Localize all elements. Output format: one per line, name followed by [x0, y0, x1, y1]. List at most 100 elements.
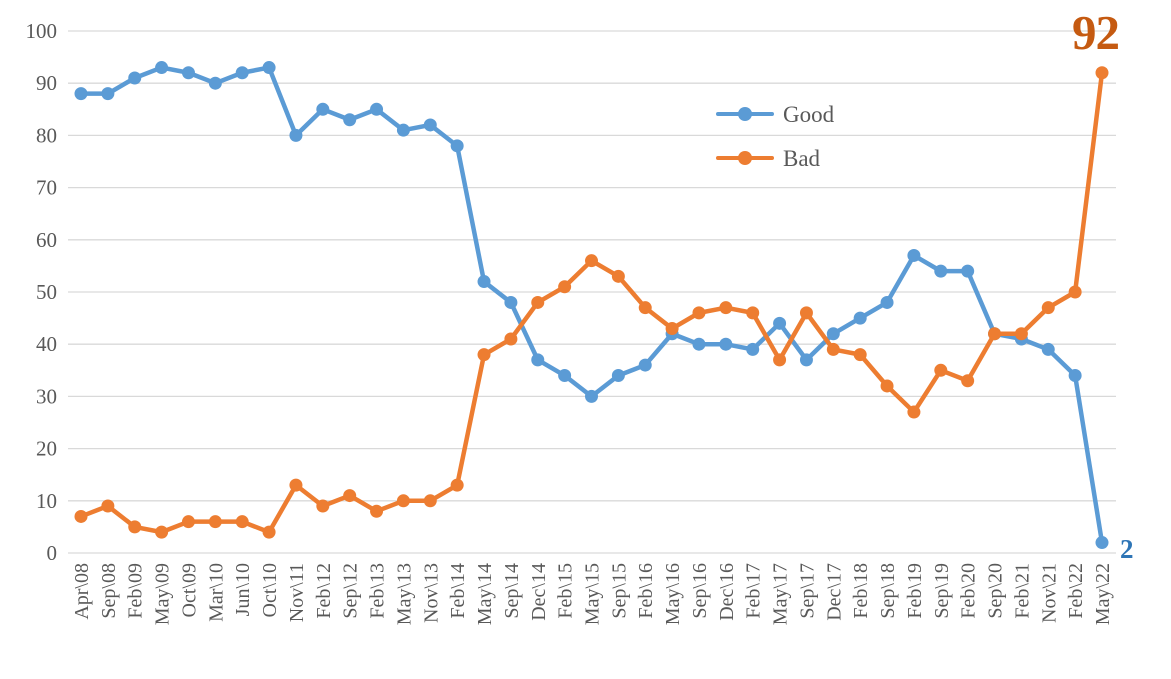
legend-label-good: Good: [783, 101, 835, 127]
bad-data-point-marker: [773, 353, 787, 367]
good-data-point-marker: [934, 264, 948, 278]
good-data-point-marker: [826, 327, 840, 341]
x-axis-tick-label: Mar\10: [205, 563, 227, 622]
good-data-point-marker: [746, 342, 760, 356]
legend: Good Bad: [716, 94, 834, 178]
bad-data-point-marker: [988, 327, 1002, 341]
x-axis-tick-label: Jun\10: [232, 563, 254, 616]
bad-data-point-marker: [423, 494, 437, 508]
good-data-point-marker: [450, 139, 464, 153]
good-data-point-marker: [692, 337, 706, 351]
bad-data-point-marker: [101, 499, 115, 513]
bad-data-point-marker: [719, 301, 733, 315]
x-axis-tick-label: Sep\17: [796, 563, 818, 619]
y-axis-tick-label: 70: [36, 176, 57, 200]
y-axis-tick-label: 40: [36, 332, 57, 356]
good-data-point-marker: [1041, 342, 1055, 356]
good-final-value-label: 2: [1120, 534, 1134, 564]
good-data-point-marker: [531, 353, 545, 367]
x-axis-tick-label: Sep\16: [689, 563, 711, 619]
bad-data-point-marker: [611, 269, 625, 283]
bad-data-point-marker: [746, 306, 760, 320]
x-axis-tick-label: May\17: [770, 563, 792, 625]
x-axis-tick-label: Feb\17: [743, 563, 765, 619]
good-data-point-marker: [1068, 369, 1082, 383]
y-axis-tick-label: 100: [26, 19, 58, 43]
good-data-point-marker: [155, 61, 169, 75]
bad-data-point-marker: [799, 306, 813, 320]
bad-data-point-marker: [128, 520, 142, 534]
good-series-line: [78, 65, 1105, 545]
bad-data-point-marker: [558, 280, 572, 294]
bad-data-point-marker: [370, 504, 384, 518]
good-data-point-marker: [208, 76, 222, 90]
bad-series-line: [78, 70, 1105, 535]
bad-data-point-marker: [289, 478, 303, 492]
good-data-point-marker: [719, 337, 733, 351]
x-axis-tick-label: Feb\15: [555, 563, 577, 619]
legend-item-bad: Bad: [716, 138, 834, 178]
bad-data-point-marker: [316, 499, 330, 513]
good-data-point-marker: [853, 311, 867, 325]
bad-data-point-marker: [907, 405, 921, 419]
bad-data-point-marker: [74, 509, 88, 523]
good-data-point-marker: [558, 369, 572, 383]
x-axis-tick-label: Sep\20: [985, 563, 1007, 619]
good-data-point-marker: [638, 358, 652, 372]
bad-data-point-marker: [1014, 327, 1028, 341]
good-data-point-marker: [504, 295, 518, 309]
y-axis-tick-label: 90: [36, 71, 57, 95]
bad-data-point-marker: [826, 342, 840, 356]
good-data-point-marker: [396, 123, 410, 137]
good-data-point-marker: [1095, 536, 1109, 550]
bad-data-point-marker: [1095, 66, 1109, 80]
y-axis-tick-label: 80: [36, 123, 57, 147]
good-data-point-marker: [799, 353, 813, 367]
x-axis-tick-label: Sep\08: [98, 563, 120, 619]
x-axis-tick-label: Sep\12: [340, 563, 362, 619]
x-axis-tick-label: May\14: [474, 563, 496, 625]
bad-data-point-marker: [450, 478, 464, 492]
good-data-point-marker: [289, 128, 303, 142]
x-axis-tick-label: May\13: [393, 563, 415, 625]
bad-data-point-marker: [692, 306, 706, 320]
bad-data-point-marker: [853, 348, 867, 362]
bad-data-point-marker: [934, 363, 948, 377]
y-axis-tick-label: 20: [36, 437, 57, 461]
good-data-point-marker: [128, 71, 142, 85]
good-data-point-marker: [585, 389, 598, 403]
bad-data-point-marker: [208, 515, 222, 529]
x-axis-tick-label: May\15: [582, 563, 604, 625]
bad-data-point-marker: [880, 379, 894, 393]
bad-data-point-marker: [343, 489, 357, 503]
x-axis-tick-label: Feb\21: [1011, 563, 1033, 619]
bad-data-point-marker: [504, 332, 518, 346]
x-axis-tick-label: Feb\19: [904, 563, 926, 619]
x-axis-tick-label: Feb\12: [313, 563, 335, 619]
bad-data-point-marker: [235, 515, 249, 529]
good-data-point-marker: [74, 87, 88, 101]
bad-final-value-label: 92: [1072, 5, 1120, 60]
x-axis-tick-label: Feb\22: [1065, 563, 1087, 619]
y-axis-tick-label: 0: [47, 541, 58, 565]
x-axis-tick-label: Feb\09: [125, 563, 147, 619]
legend-label-bad: Bad: [783, 145, 821, 171]
good-data-point-marker: [961, 264, 975, 278]
good-data-point-marker: [773, 316, 787, 330]
y-axis-tick-label: 30: [36, 384, 57, 408]
x-axis-tick-label: Dec\16: [716, 563, 738, 621]
bad-data-point-marker: [396, 494, 410, 508]
x-axis-tick-label: Feb\18: [850, 563, 872, 619]
bad-data-point-marker: [155, 525, 169, 539]
x-axis-tick-label: Feb\13: [367, 563, 389, 619]
good-series-marker-icon: [716, 107, 774, 121]
x-axis-tick-label: Feb\16: [635, 563, 657, 619]
good-data-point-marker: [343, 113, 357, 127]
x-axis-tick-label: Apr\08: [71, 563, 93, 620]
good-data-point-marker: [611, 369, 625, 383]
bad-data-point-marker: [585, 254, 598, 268]
good-data-point-marker: [235, 66, 249, 80]
bad-data-point-marker: [531, 295, 545, 309]
